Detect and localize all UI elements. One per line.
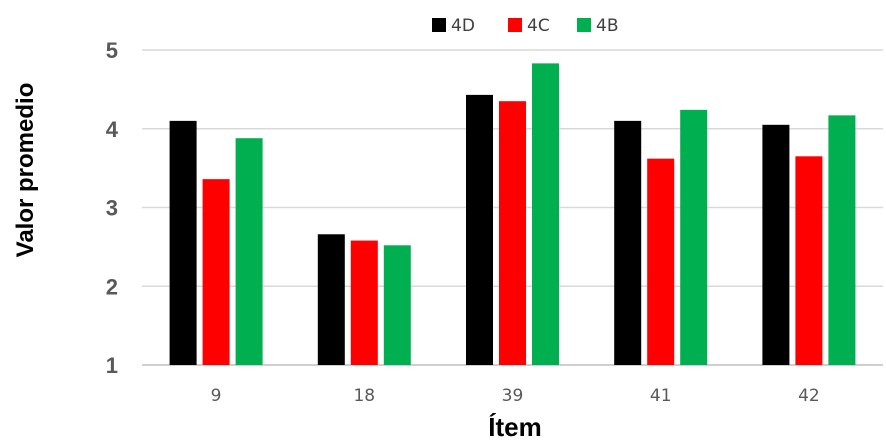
legend: 4D 4C 4B — [432, 16, 618, 36]
bar-4C-41 — [647, 158, 675, 365]
bar-4D-9 — [169, 120, 197, 365]
bar-4C-39 — [499, 101, 526, 365]
legend-swatch-4C — [508, 18, 522, 32]
x-tick-label: 42 — [798, 386, 820, 406]
x-tick-label: 18 — [353, 386, 375, 406]
x-tick-label: 39 — [502, 386, 524, 406]
bar-4B-42 — [828, 115, 856, 365]
legend-label: 4D — [451, 16, 475, 36]
y-axis-ticks: 1 2 3 4 5 — [106, 38, 119, 378]
x-tick-label: 41 — [650, 386, 672, 406]
y-tick-label: 2 — [106, 274, 118, 299]
x-tick-label: 9 — [211, 386, 222, 406]
bar-4D-18 — [317, 234, 345, 365]
legend-label: 4C — [527, 16, 550, 36]
legend-swatch-4B — [577, 18, 591, 32]
bar-4D-41 — [614, 120, 642, 365]
y-axis-title: Valor promedio — [12, 83, 39, 258]
y-tick-label: 5 — [106, 38, 118, 63]
bar-4C-9 — [202, 179, 230, 365]
legend-swatch-4D — [432, 18, 446, 32]
x-axis-ticks: 9 18 39 41 42 — [211, 386, 820, 406]
bars — [169, 63, 856, 365]
x-axis-title: Ítem — [488, 412, 541, 442]
bar-4B-9 — [235, 138, 263, 365]
y-tick-label: 3 — [106, 196, 118, 221]
bar-4C-18 — [350, 240, 378, 365]
legend-label: 4B — [596, 16, 618, 36]
bar-4D-42 — [762, 124, 790, 365]
bar-4C-42 — [795, 156, 823, 365]
y-tick-label: 1 — [106, 353, 118, 378]
bar-4B-18 — [383, 245, 411, 365]
bar-4B-41 — [680, 109, 708, 365]
bar-4D-39 — [466, 94, 493, 365]
y-tick-label: 4 — [106, 117, 119, 142]
bar-4B-39 — [532, 63, 559, 365]
